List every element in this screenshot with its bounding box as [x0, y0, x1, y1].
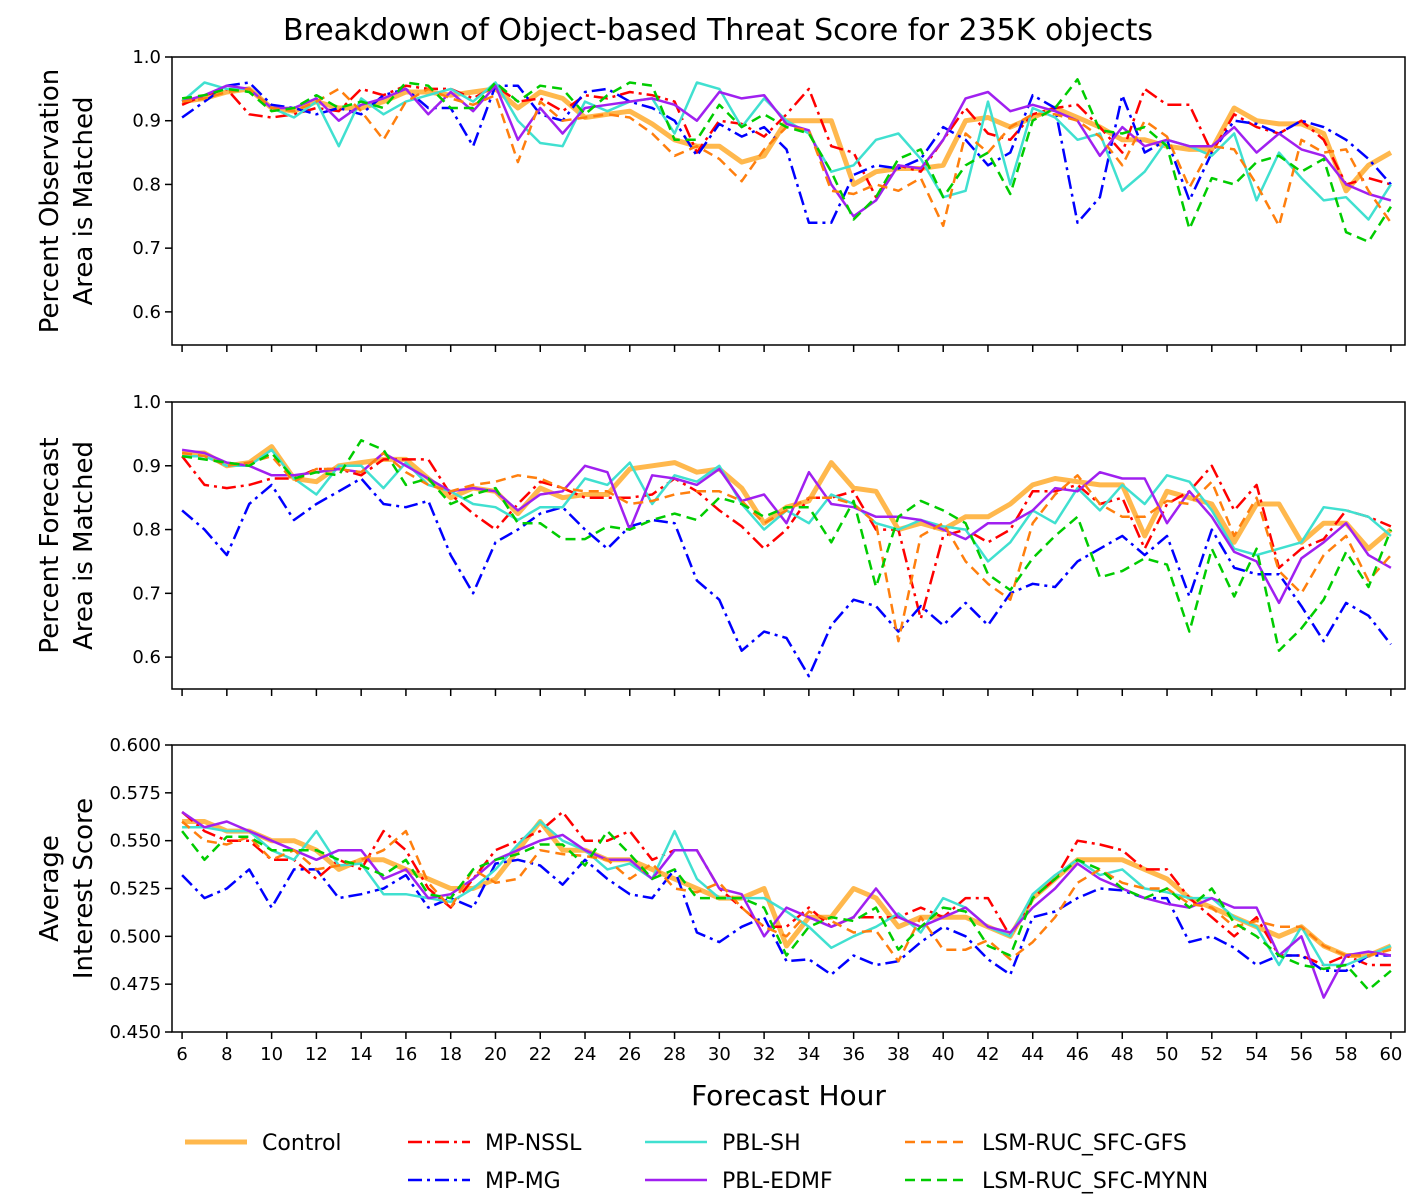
x-tick-label: 6 [176, 1044, 187, 1065]
x-tick-label: 26 [618, 1044, 641, 1065]
x-tick-label: 12 [305, 1044, 328, 1065]
series-line [181, 477, 1392, 678]
axes-frame [171, 401, 1406, 690]
y-tick-label: 0.550 [109, 831, 161, 852]
y-axis-label: Percent Observation [35, 69, 65, 333]
series-line [182, 820, 1392, 967]
y-axis-label: Area is Matched [69, 441, 99, 650]
y-axis-label: Percent Forecast [35, 437, 65, 653]
panel: Average Interest Score 0.450 0.475 0.500 0.52… [35, 735, 1406, 1194]
series-line [181, 829, 1392, 992]
x-tick-label: 34 [797, 1044, 820, 1065]
y-axis-label: Area is Matched [69, 97, 99, 306]
x-tick-label: 58 [1335, 1044, 1358, 1065]
panel: Breakdown of Object-based Threat Score f… [35, 13, 1406, 352]
x-tick-label: 18 [439, 1044, 462, 1065]
x-tick-label: 48 [1111, 1044, 1134, 1065]
y-tick-label: 1.0 [132, 392, 161, 413]
x-tick-label: 46 [1066, 1044, 1089, 1065]
series-line [181, 820, 1392, 963]
series-line [181, 451, 1392, 643]
x-tick-label: 32 [753, 1044, 776, 1065]
x-tick-label: 54 [1245, 1044, 1268, 1065]
x-tick-label: 44 [1021, 1044, 1044, 1065]
x-axis-label: Forecast Hour [691, 1079, 886, 1112]
axes-frame [171, 56, 1406, 346]
panel: Percent Forecast Area is Matched 0.6 0.7 0.8… [35, 392, 1406, 696]
x-tick-label: 52 [1200, 1044, 1223, 1065]
legend-label: PBL-SH [722, 1131, 801, 1156]
y-tick-label: 0.8 [132, 174, 161, 195]
series-line [181, 84, 1392, 199]
y-tick-label: 0.500 [109, 926, 161, 947]
series-line [181, 78, 1392, 244]
legend-label: LSM-RUC_SFC-GFS [982, 1131, 1187, 1156]
y-tick-label: 0.475 [109, 974, 161, 995]
y-tick-label: 0.450 [109, 1022, 161, 1043]
y-tick-label: 1.0 [132, 47, 161, 68]
x-tick-label: 28 [663, 1044, 686, 1065]
axes-frame [171, 744, 1406, 1033]
y-axis-label: Average [35, 835, 65, 942]
series-line [181, 84, 1392, 218]
x-tick-label: 14 [350, 1044, 373, 1065]
x-tick-label: 10 [260, 1044, 283, 1065]
x-tick-label: 60 [1379, 1044, 1402, 1065]
legend-label: MP-MG [485, 1169, 561, 1194]
y-tick-label: 0.6 [132, 302, 161, 323]
y-tick-label: 0.6 [132, 647, 161, 668]
legend-label: Control [262, 1131, 342, 1156]
x-tick-label: 22 [529, 1044, 552, 1065]
x-tick-label: 20 [484, 1044, 507, 1065]
y-tick-label: 0.525 [109, 879, 161, 900]
y-tick-label: 0.9 [132, 111, 161, 132]
legend-label: LSM-RUC_SFC-MYNN [982, 1169, 1208, 1194]
series-line [181, 439, 1393, 652]
x-tick-label: 38 [887, 1044, 910, 1065]
x-tick-label: 16 [394, 1044, 417, 1065]
series-line [181, 81, 1392, 224]
legend-label: PBL-EDMF [722, 1169, 833, 1194]
y-tick-label: 0.7 [132, 583, 161, 604]
y-tick-label: 0.8 [132, 520, 161, 541]
series-line [181, 858, 1391, 976]
y-axis-label: Interest Score [69, 798, 99, 979]
x-tick-label: 24 [574, 1044, 597, 1065]
x-tick-label: 50 [1156, 1044, 1179, 1065]
x-tick-label: 56 [1290, 1044, 1313, 1065]
y-tick-label: 0.9 [132, 456, 161, 477]
x-tick-label: 42 [977, 1044, 1000, 1065]
x-tick-label: 40 [932, 1044, 955, 1065]
legend-label: MP-NSSL [485, 1131, 582, 1156]
y-tick-label: 0.7 [132, 238, 161, 259]
y-tick-label: 0.600 [109, 735, 161, 756]
x-tick-label: 8 [221, 1044, 232, 1065]
x-tick-label: 30 [708, 1044, 731, 1065]
x-tick-label: 36 [842, 1044, 865, 1065]
chart-title: Breakdown of Object-based Threat Score f… [283, 13, 1153, 48]
y-tick-label: 0.575 [109, 783, 161, 804]
